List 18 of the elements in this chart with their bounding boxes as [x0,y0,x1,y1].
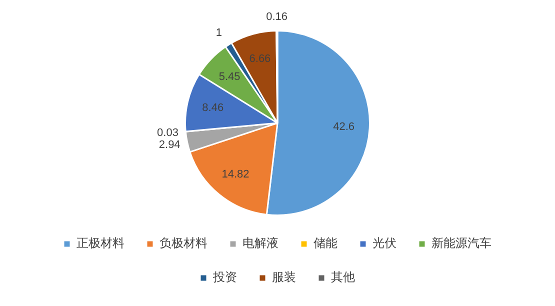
legend-label: 投资 [212,270,237,284]
legend-label: 光伏 [372,236,396,250]
data-label: 0.03 [157,126,178,139]
data-label: 0.16 [266,10,288,23]
data-label: 6.66 [249,52,271,65]
data-label: 5.45 [218,71,240,84]
data-label: 8.46 [202,102,224,114]
data-label: 42.6 [333,120,355,133]
legend-label: 服装 [272,270,296,284]
legend-label: 储能 [314,236,338,250]
legend-label: 正极材料 [76,236,124,250]
data-label: 1 [216,27,222,40]
legend-label: 电解液 [242,236,278,250]
data-label: 14.82 [222,168,250,180]
legend-label: 其他 [331,270,355,284]
data-label: 2.94 [158,138,180,151]
legend-label: 新能源汽车 [432,236,492,250]
legend-label: 负极材料 [160,236,208,250]
